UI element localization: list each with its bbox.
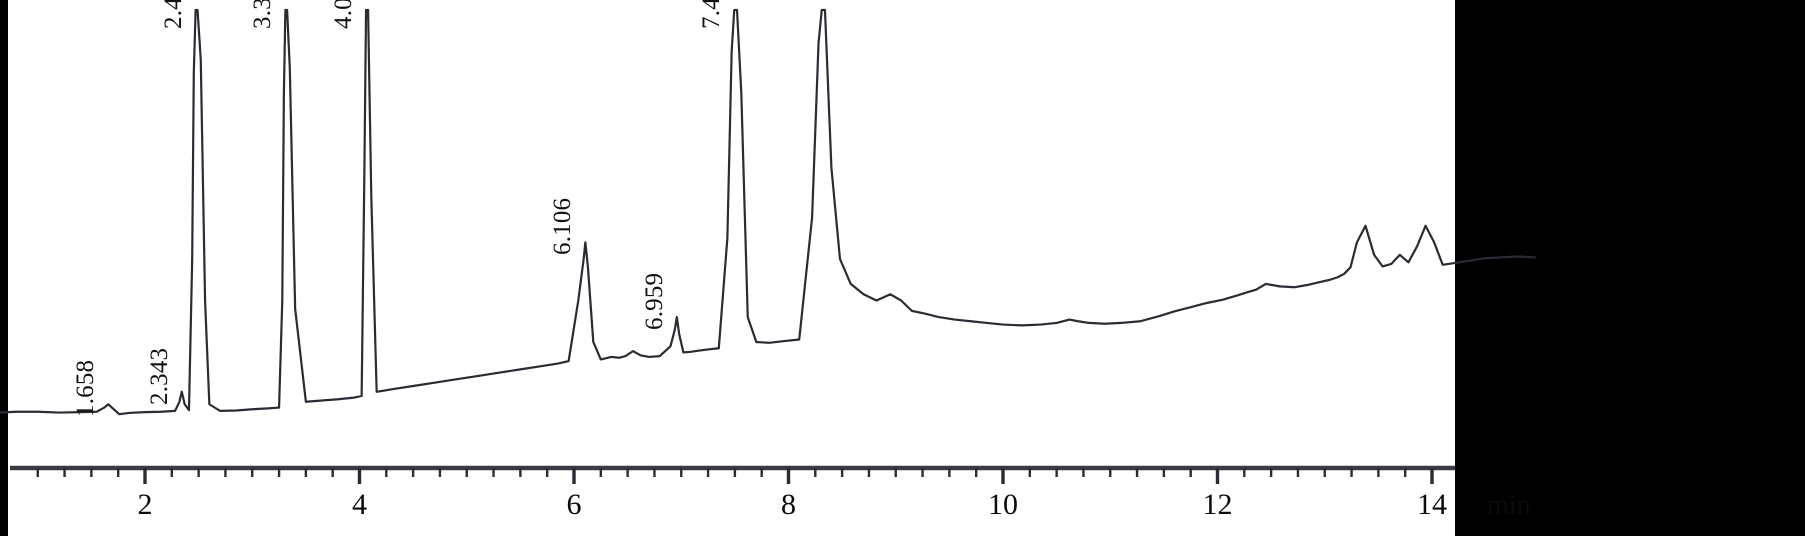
peak-retention-time-label: 4.061 — [330, 0, 358, 29]
x-axis-group — [10, 465, 1455, 484]
x-axis-tick-label: 2 — [137, 488, 153, 521]
x-axis-tick-label: 12 — [1202, 488, 1233, 521]
x-axis-ticks — [36, 468, 1434, 484]
peak-retention-time-label: 7.494 — [698, 0, 726, 29]
x-axis-tick-label: 8 — [781, 488, 796, 521]
peak-retention-time-label: 3.309 — [249, 0, 277, 29]
peak-retention-time-label: 1.658 — [72, 360, 100, 418]
x-axis-tick-label: 14 — [1417, 488, 1447, 521]
peak-retention-time-label: 6.106 — [549, 198, 577, 256]
x-axis-tick-label: 4 — [352, 488, 367, 521]
x-axis-unit-label: min — [1487, 490, 1531, 521]
peak-retention-time-label: 2.343 — [145, 347, 173, 405]
peak-retention-time-label: 6.959 — [640, 272, 668, 331]
left-border-bar — [0, 0, 8, 536]
peak-retention-time-label: 2.472 — [159, 0, 187, 29]
x-axis-tick-label: 6 — [566, 488, 582, 521]
x-axis-tick-label: 10 — [988, 488, 1018, 521]
signal-trace-group — [0, 8, 1537, 416]
detector-signal-trace — [0, 8, 1537, 416]
